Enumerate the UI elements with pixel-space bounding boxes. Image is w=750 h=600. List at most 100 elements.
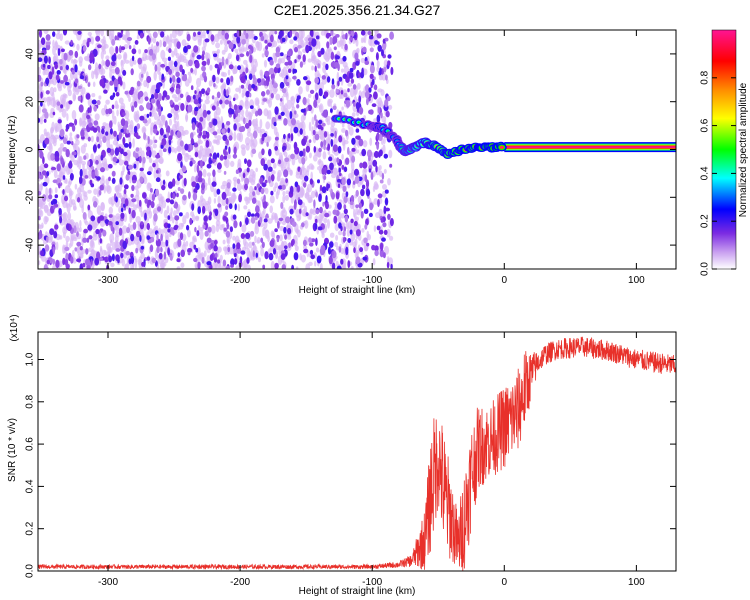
noise-blob: [71, 124, 76, 132]
snr-y-scale-label: (x10⁴): [9, 314, 20, 341]
noise-speck: [199, 227, 204, 232]
noise-speck: [260, 247, 264, 257]
colorbar-frame: [711, 29, 737, 270]
noise-blob: [146, 75, 152, 84]
noise-speck: [351, 161, 355, 171]
noise-blob: [337, 183, 341, 188]
noise-blob: [245, 217, 249, 226]
noise-blob: [43, 163, 49, 169]
noise-speck: [153, 169, 157, 179]
noise-blob: [383, 153, 388, 159]
noise-blob: [115, 46, 119, 54]
noise-speck: [353, 88, 357, 97]
noise-blob: [190, 67, 194, 73]
noise-speck: [220, 71, 225, 77]
noise-blob: [274, 228, 278, 233]
noise-blob: [107, 221, 113, 226]
noise-blob: [202, 224, 206, 229]
noise-blob: [345, 157, 350, 165]
noise-speck: [78, 156, 82, 164]
noise-blob: [124, 198, 129, 207]
noise-blob: [165, 95, 170, 100]
noise-blob: [206, 58, 210, 66]
noise-speck: [53, 136, 57, 142]
noise-blob: [139, 32, 144, 39]
noise-blob: [39, 30, 42, 38]
noise-blob: [376, 132, 380, 140]
noise-speck: [124, 110, 130, 120]
noise-speck: [175, 220, 179, 226]
noise-speck: [133, 59, 137, 65]
noise-blob: [331, 84, 336, 90]
noise-speck: [305, 83, 310, 92]
noise-blob: [198, 97, 202, 104]
noise-blob: [327, 246, 331, 255]
noise-speck: [300, 30, 305, 39]
noise-speck: [135, 110, 140, 120]
noise-speck: [65, 185, 71, 194]
noise-blob: [115, 221, 119, 226]
noise-blob: [275, 63, 281, 69]
noise-blob: [355, 204, 359, 208]
noise-speck: [265, 121, 271, 130]
noise-speck: [295, 228, 299, 234]
noise-speck: [232, 235, 236, 241]
noise-blob: [335, 88, 339, 94]
noise-blob: [385, 74, 388, 81]
noise-speck: [45, 187, 48, 197]
noise-blob: [256, 78, 261, 84]
noise-blob: [45, 43, 51, 51]
noise-speck: [56, 82, 61, 89]
noise-blob: [143, 132, 147, 140]
noise-blob: [111, 170, 116, 177]
noise-speck: [318, 41, 321, 50]
noise-blob: [160, 246, 163, 253]
noise-speck: [313, 154, 318, 162]
noise-blob: [360, 71, 364, 79]
noise-speck: [149, 192, 153, 201]
noise-blob: [40, 250, 44, 257]
noise-blob: [342, 230, 346, 237]
noise-blob: [71, 69, 75, 75]
noise-blob: [344, 43, 348, 51]
noise-speck: [143, 176, 148, 185]
noise-blob: [250, 230, 255, 237]
noise-blob: [341, 177, 346, 186]
noise-blob: [54, 156, 60, 162]
noise-blob: [221, 56, 225, 63]
noise-blob: [83, 155, 87, 160]
noise-blob: [120, 202, 124, 209]
noise-speck: [388, 149, 393, 159]
noise-blob: [318, 119, 323, 125]
noise-blob: [177, 152, 183, 162]
noise-blob: [139, 176, 144, 183]
noise-blob: [192, 192, 198, 201]
noise-blob: [193, 45, 199, 53]
noise-speck: [334, 223, 339, 232]
noise-blob: [158, 92, 162, 102]
noise-blob: [163, 251, 167, 260]
noise-blob: [65, 263, 70, 269]
noise-blob: [251, 197, 257, 204]
noise-blob: [251, 84, 256, 89]
noise-blob: [70, 39, 73, 46]
noise-blob: [202, 130, 207, 135]
noise-speck: [140, 210, 144, 218]
noise-blob: [122, 69, 127, 76]
y-tick-label: -40: [25, 237, 36, 252]
noise-blob: [109, 95, 114, 101]
x-tick-label: -100: [362, 577, 382, 588]
noise-blob: [366, 97, 369, 106]
noise-speck: [306, 98, 310, 104]
noise-speck: [308, 152, 312, 159]
noise-blob: [196, 54, 202, 60]
noise-blob: [187, 59, 193, 67]
noise-blob: [226, 77, 231, 86]
chart-title: C2E1.2025.356.21.34.G27: [274, 2, 441, 18]
noise-speck: [118, 159, 124, 166]
noise-blob: [380, 112, 383, 119]
noise-blob: [167, 223, 171, 229]
noise-blob: [64, 246, 70, 251]
noise-blob: [248, 73, 253, 80]
noise-blob: [355, 102, 360, 110]
